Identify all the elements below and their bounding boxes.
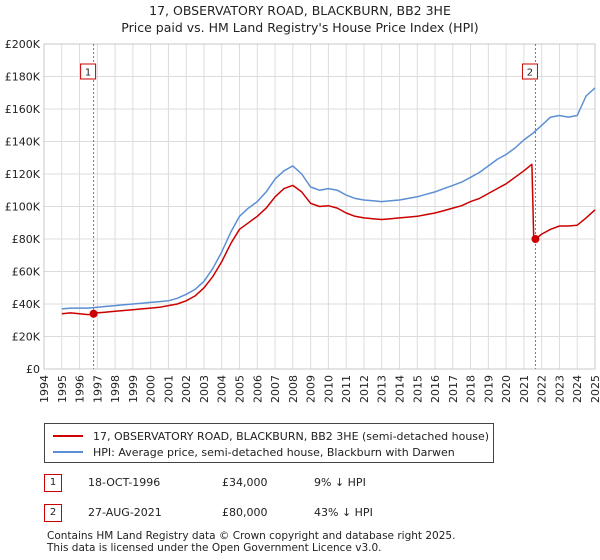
x-tick-label: 2002 bbox=[180, 375, 193, 403]
legend-item-property: 17, OBSERVATORY ROAD, BLACKBURN, BB2 3HE… bbox=[53, 428, 489, 444]
x-tick-label: 1996 bbox=[74, 375, 87, 403]
y-tick-label: £200K bbox=[5, 38, 41, 51]
legend-label-hpi: HPI: Average price, semi-detached house,… bbox=[93, 445, 455, 459]
transaction-badge: 2 bbox=[44, 504, 62, 522]
footer-license: This data is licensed under the Open Gov… bbox=[47, 542, 382, 554]
transaction-row: 1 18-OCT-1996 £34,000 9% ↓ HPI bbox=[44, 474, 494, 494]
transaction-price: £34,000 bbox=[222, 476, 268, 489]
transaction-hpi-diff: 43% ↓ HPI bbox=[314, 506, 373, 519]
series-line-hpi bbox=[61, 87, 596, 310]
x-tick-label: 2008 bbox=[287, 375, 300, 403]
transaction-price: £80,000 bbox=[222, 506, 268, 519]
y-tick-label: £80K bbox=[12, 233, 41, 246]
x-tick-label: 2020 bbox=[500, 375, 513, 403]
x-tick-label: 2019 bbox=[482, 375, 495, 403]
y-tick-label: £60K bbox=[12, 266, 41, 279]
transaction-badge: 1 bbox=[44, 474, 62, 492]
x-tick-label: 1995 bbox=[56, 375, 69, 403]
price-chart: 1994 1995 1996 1997 1998 1999 2000 2001 2002 2003… bbox=[5, 38, 600, 403]
x-tick-label: 2011 bbox=[340, 375, 353, 403]
marker-label: 2 bbox=[527, 68, 533, 79]
x-tick-label: 2016 bbox=[429, 375, 442, 403]
chart-title-line1: 17, OBSERVATORY ROAD, BLACKBURN, BB2 3HE bbox=[149, 3, 451, 18]
footer-copyright: Contains HM Land Registry data © Crown c… bbox=[47, 530, 456, 542]
marker-box bbox=[521, 63, 538, 80]
y-tick-label: £160K bbox=[5, 103, 41, 116]
x-tick-label: 2023 bbox=[553, 375, 566, 403]
transaction-hpi-diff: 9% ↓ HPI bbox=[314, 476, 366, 489]
x-tick-label: 2024 bbox=[571, 375, 584, 403]
x-tick-label: 2021 bbox=[518, 375, 531, 403]
x-tick-label: 2017 bbox=[447, 375, 460, 403]
x-tick-label: 2014 bbox=[393, 375, 406, 403]
y-tick-label: £40K bbox=[12, 298, 41, 311]
marker-label: 1 bbox=[85, 68, 91, 79]
legend-label-property: 17, OBSERVATORY ROAD, BLACKBURN, BB2 3HE… bbox=[93, 429, 490, 443]
x-tick-label: 2000 bbox=[145, 375, 158, 403]
y-tick-label: £20K bbox=[12, 331, 41, 344]
sale-point bbox=[531, 235, 540, 243]
x-tick-label: 2022 bbox=[536, 375, 549, 403]
y-tick-label: £100K bbox=[5, 201, 41, 214]
plot-border bbox=[43, 43, 596, 370]
x-tick-label: 2004 bbox=[216, 375, 229, 403]
legend-swatch-property bbox=[53, 435, 83, 437]
y-tick-label: £140K bbox=[5, 136, 41, 149]
transaction-date: 27-AUG-2021 bbox=[88, 506, 162, 519]
chart-title-line2: Price paid vs. HM Land Registry's House … bbox=[121, 20, 479, 35]
series-line-property bbox=[61, 163, 596, 316]
x-tick-label: 2025 bbox=[589, 375, 600, 403]
marker-box bbox=[80, 63, 97, 80]
chart-legend: 17, OBSERVATORY ROAD, BLACKBURN, BB2 3HE… bbox=[44, 423, 494, 463]
footer: Contains HM Land Registry data © Crown c… bbox=[47, 530, 455, 554]
x-tick-label: 2005 bbox=[234, 375, 247, 403]
transaction-row: 2 27-AUG-2021 £80,000 43% ↓ HPI bbox=[44, 504, 494, 524]
x-tick-label: 2006 bbox=[251, 375, 264, 403]
y-tick-label: £120K bbox=[5, 168, 41, 181]
x-tick-label: 2013 bbox=[376, 375, 389, 403]
x-tick-label: 1999 bbox=[127, 375, 140, 403]
y-tick-label: £0 bbox=[26, 363, 40, 376]
x-tick-label: 2015 bbox=[411, 375, 424, 403]
x-tick-label: 2001 bbox=[162, 375, 175, 403]
x-tick-label: 2003 bbox=[198, 375, 211, 403]
legend-item-hpi: HPI: Average price, semi-detached house,… bbox=[53, 444, 455, 460]
y-tick-label: £180K bbox=[5, 71, 41, 84]
x-tick-label: 2012 bbox=[358, 375, 371, 403]
sale-point bbox=[89, 309, 98, 318]
legend-swatch-hpi bbox=[53, 451, 83, 453]
x-tick-label: 2009 bbox=[305, 375, 318, 403]
x-tick-label: 2018 bbox=[465, 375, 478, 403]
x-tick-label: 2007 bbox=[269, 375, 282, 403]
x-tick-label: 1994 bbox=[38, 375, 51, 403]
transaction-date: 18-OCT-1996 bbox=[88, 476, 161, 489]
x-tick-label: 2010 bbox=[322, 375, 335, 403]
x-tick-label: 1998 bbox=[109, 375, 122, 403]
x-tick-label: 1997 bbox=[91, 375, 104, 403]
